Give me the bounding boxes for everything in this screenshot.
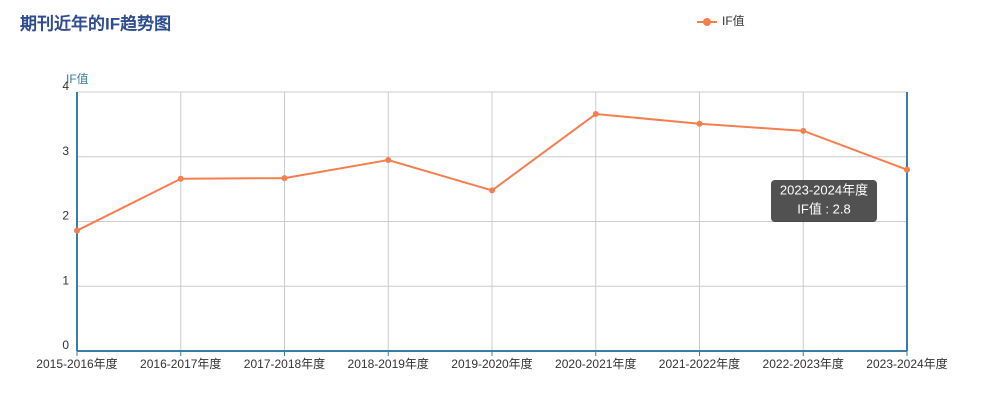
point bbox=[696, 120, 703, 127]
x-tick-label: 2021-2022年度 bbox=[659, 356, 740, 371]
y-tick-label: 2 bbox=[62, 209, 69, 223]
point bbox=[385, 156, 392, 163]
point bbox=[489, 187, 495, 194]
y-tick-label: 1 bbox=[62, 273, 69, 287]
tooltip-text: IF值 : 2.8 bbox=[797, 201, 850, 216]
y-axis-label: IF值 bbox=[66, 71, 89, 86]
y-tick-label: 3 bbox=[62, 144, 69, 158]
x-tick-label: 2015-2016年度 bbox=[36, 356, 117, 371]
point bbox=[904, 166, 910, 173]
point bbox=[592, 111, 599, 118]
point bbox=[177, 175, 184, 182]
point bbox=[74, 227, 80, 234]
point bbox=[800, 127, 807, 134]
x-tick-label: 2022-2023年度 bbox=[763, 356, 844, 371]
x-tick-label: 2019-2020年度 bbox=[451, 356, 532, 371]
tooltip bbox=[771, 180, 877, 222]
point bbox=[281, 175, 288, 182]
x-tick-label: 2018-2019年度 bbox=[348, 356, 429, 371]
y-tick-label: 4 bbox=[62, 79, 69, 93]
x-tick-label: 2017-2018年度 bbox=[244, 356, 325, 371]
x-tick-label: 2016-2017年度 bbox=[140, 356, 221, 371]
y-tick-label: 0 bbox=[62, 338, 69, 352]
legend-label: IF值 bbox=[722, 13, 745, 28]
tooltip-title: 2023-2024年度 bbox=[780, 182, 868, 197]
legend-marker bbox=[703, 18, 711, 26]
x-tick-label: 2020-2021年度 bbox=[555, 356, 636, 371]
x-tick-label: 2023-2024年度 bbox=[866, 356, 947, 371]
chart-title: 期刊近年的IF趋势图 bbox=[20, 13, 171, 33]
